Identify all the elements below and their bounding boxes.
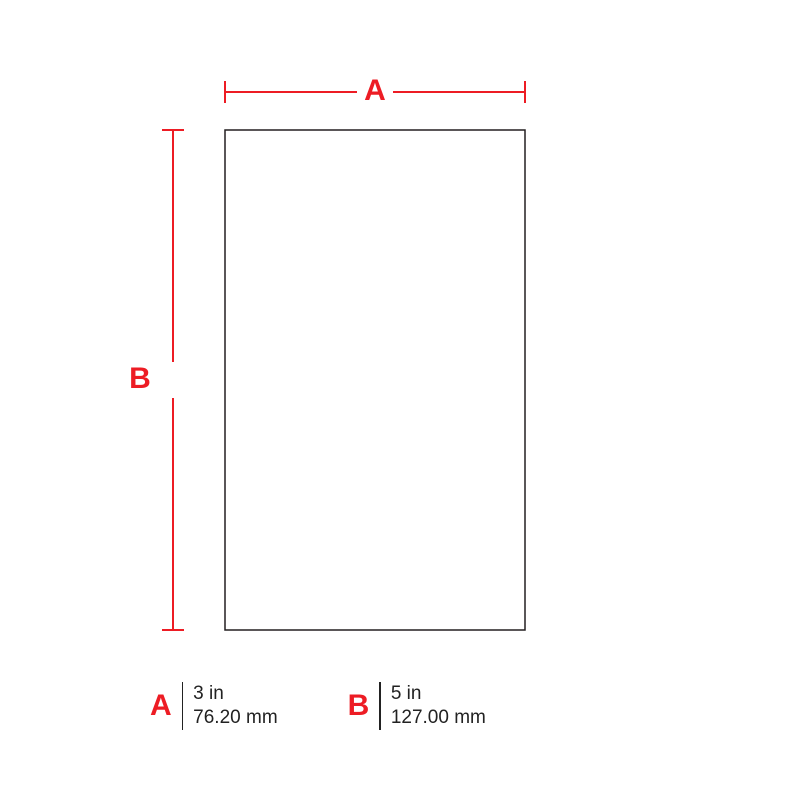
legend-letter-b: B: [348, 689, 380, 723]
diagram-svg: AB: [0, 0, 800, 800]
svg-text:A: A: [364, 74, 386, 107]
legend-letter-a: A: [150, 689, 182, 723]
legend-values-b: 5 in 127.00 mm: [391, 682, 486, 730]
legend-a-imperial: 3 in: [193, 682, 277, 706]
dimension-diagram: AB A 3 in 76.20 mm B 5 in 127.00 mm: [0, 0, 800, 800]
legend-values-a: 3 in 76.20 mm: [193, 682, 277, 730]
legend-b-metric: 127.00 mm: [391, 706, 486, 730]
legend-divider: [182, 682, 184, 730]
legend-item-a: A 3 in 76.20 mm: [150, 682, 278, 730]
svg-text:B: B: [129, 362, 151, 395]
legend-b-imperial: 5 in: [391, 682, 486, 706]
legend-a-metric: 76.20 mm: [193, 706, 277, 730]
legend-item-b: B 5 in 127.00 mm: [348, 682, 486, 730]
legend: A 3 in 76.20 mm B 5 in 127.00 mm: [150, 682, 486, 730]
legend-divider: [379, 682, 381, 730]
